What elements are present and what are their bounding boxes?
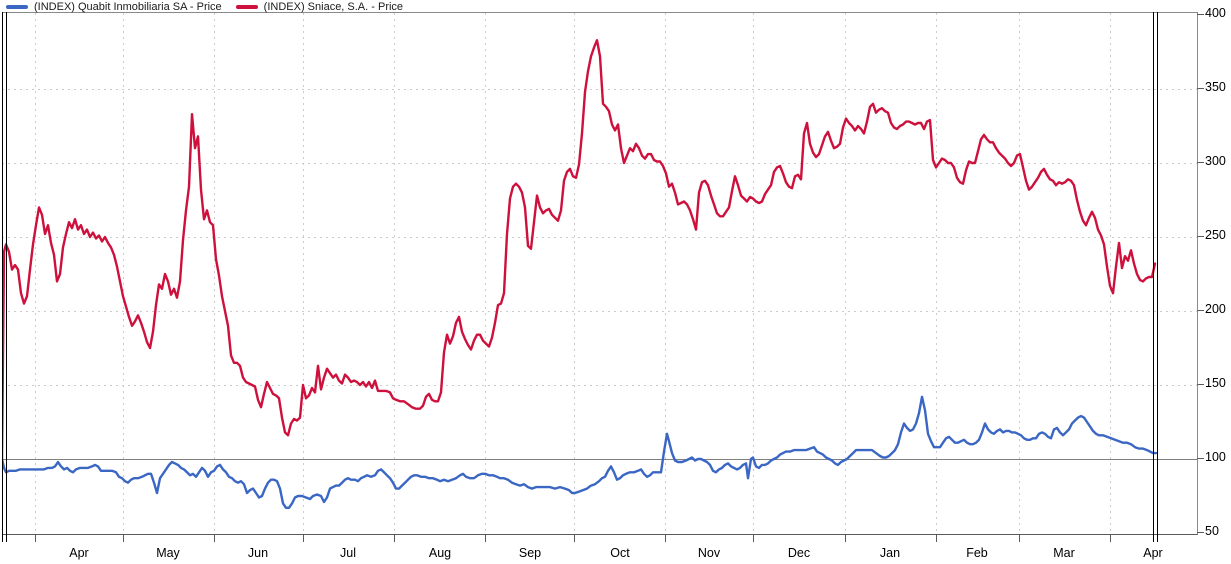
- y-axis-tickmark: [1197, 384, 1204, 385]
- x-axis-tickmark: [303, 534, 304, 542]
- x-axis-month-label: Mar: [1053, 546, 1075, 560]
- x-axis-tickmark: [753, 534, 754, 542]
- x-axis-month-label: Jan: [879, 546, 901, 560]
- plot-svg: [2, 13, 1197, 534]
- x-axis-month-label: Sep: [518, 546, 542, 560]
- x-axis-tickmark: [394, 534, 395, 542]
- y-axis-tickmark: [1197, 532, 1204, 533]
- range-cursor-line[interactable]: [6, 12, 7, 542]
- sniace-price-line: [2, 39, 1157, 461]
- y-axis-label: 50: [1205, 524, 1219, 538]
- x-axis-month-label: Oct: [610, 546, 630, 560]
- x-axis-month-label: Nov: [697, 546, 721, 560]
- legend-item-sniace[interactable]: (INDEX) Sniace, S.A. - Price: [235, 0, 404, 13]
- y-axis-label: 350: [1205, 80, 1226, 94]
- x-axis-tickmark: [35, 534, 36, 542]
- x-axis-tickmark: [214, 534, 215, 542]
- y-axis-tickmark: [1197, 458, 1204, 459]
- x-axis-tickmark: [1019, 534, 1020, 542]
- legend-item-quabit[interactable]: (INDEX) Quabit Inmobiliaria SA - Price: [6, 1, 222, 13]
- quabit-series-swatch-icon: [6, 4, 28, 9]
- x-axis-tickmark: [936, 534, 937, 542]
- x-axis-tickmark: [123, 534, 124, 542]
- sniace-series-label: (INDEX) Sniace, S.A. - Price: [263, 0, 404, 13]
- quabit-series-label: (INDEX) Quabit Inmobiliaria SA - Price: [34, 0, 222, 13]
- y-axis-tickmark: [1197, 236, 1204, 237]
- x-axis-month-label: Feb: [966, 546, 988, 560]
- x-axis-tickmark: [665, 534, 666, 542]
- quabit-price-line: [2, 395, 1158, 509]
- x-axis-month-label: Aug: [428, 546, 452, 560]
- y-axis-label: 200: [1205, 302, 1226, 316]
- x-axis-month-label: May: [156, 546, 180, 560]
- y-axis-tickmark: [1197, 88, 1204, 89]
- range-cursor-line[interactable]: [1157, 12, 1158, 542]
- plot-area[interactable]: [2, 12, 1198, 535]
- y-axis-tickmark: [1197, 162, 1204, 163]
- y-axis-label: 150: [1205, 376, 1226, 390]
- range-cursor-line[interactable]: [2, 12, 3, 542]
- y-axis-label: 100: [1205, 450, 1226, 464]
- sniace-series-swatch-icon: [235, 4, 258, 9]
- x-axis-month-label: Dec: [787, 546, 811, 560]
- x-axis-tickmark: [485, 534, 486, 542]
- x-axis-tickmark: [1110, 534, 1111, 542]
- x-axis-month-label: Apr: [1143, 546, 1163, 560]
- range-cursor-line[interactable]: [1153, 12, 1154, 542]
- y-axis-tickmark: [1197, 14, 1204, 15]
- x-axis-month-label: Jun: [247, 546, 269, 560]
- y-axis-label: 250: [1205, 228, 1226, 242]
- x-axis-month-label: Apr: [69, 546, 89, 560]
- legend: (INDEX) Quabit Inmobiliaria SA - Price (…: [6, 0, 403, 13]
- x-axis-month-label: Jul: [340, 546, 356, 560]
- y-axis-label: 400: [1205, 6, 1226, 20]
- y-axis-label: 300: [1205, 154, 1226, 168]
- y-axis-tickmark: [1197, 310, 1204, 311]
- x-axis-tickmark: [845, 534, 846, 542]
- x-axis-tickmark: [574, 534, 575, 542]
